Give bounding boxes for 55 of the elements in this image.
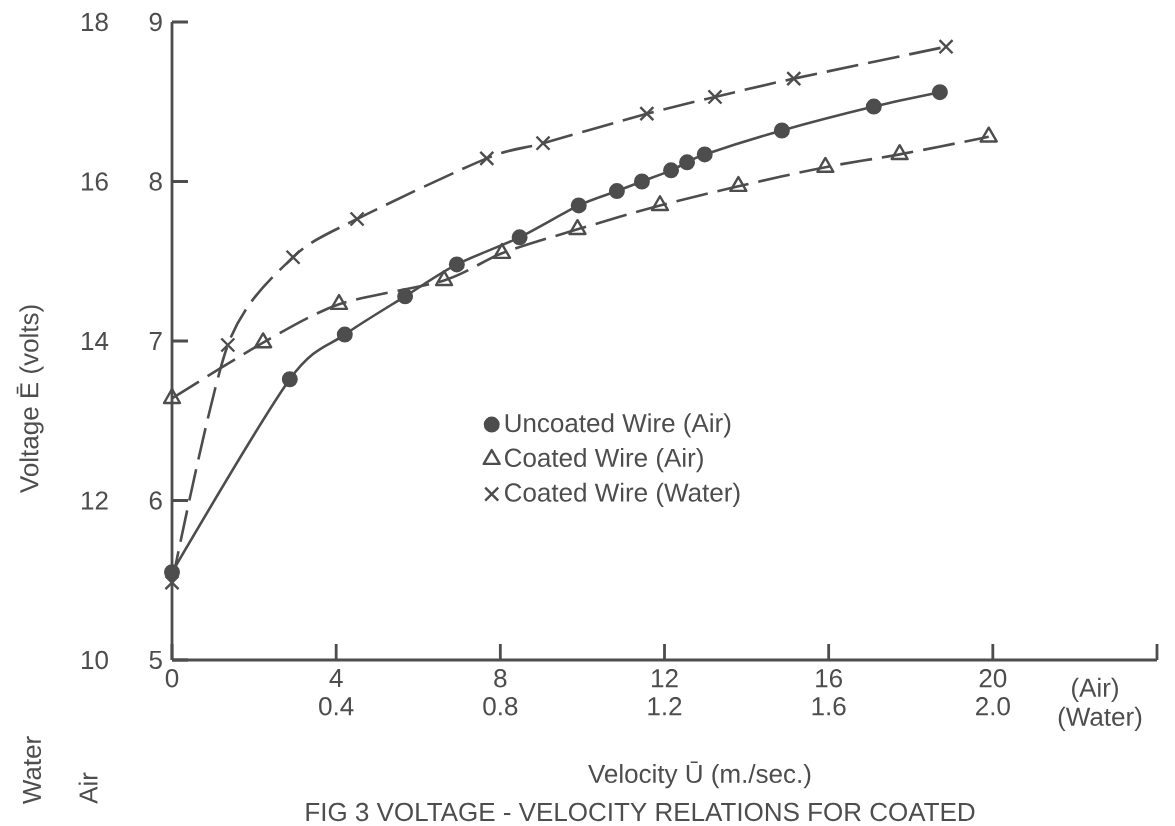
x-tick-label: 20: [979, 669, 1007, 688]
point: [434, 269, 454, 287]
text: Water: [22, 736, 42, 805]
y2-tick-label: 7: [149, 332, 162, 350]
x2-tick-label: 0.8: [483, 697, 518, 716]
legend-label: Uncoated Wire (Air): [505, 413, 731, 438]
x-tick-label: 4: [329, 669, 343, 687]
point: [336, 326, 353, 343]
point: [679, 154, 696, 171]
y2-tick-label: 9: [149, 12, 162, 32]
y-tick-label: 16: [82, 172, 108, 191]
y2-tick-label: 6: [149, 491, 162, 510]
y-tick-label: 12: [82, 491, 108, 510]
point: [253, 332, 273, 349]
point: [568, 218, 587, 236]
point: [931, 84, 948, 101]
x2-tick-label: 0.4: [319, 697, 354, 716]
y-tick-label: 18: [82, 12, 108, 32]
text: Air: [78, 772, 98, 804]
x-tick-label: 16: [816, 669, 842, 688]
point: [650, 195, 670, 212]
y2-tick-label: 8: [149, 172, 162, 191]
x2-tick-label: 2.0: [976, 697, 1010, 716]
point: [492, 242, 512, 260]
point: [729, 175, 748, 193]
legend-label: Coated Wire (Water): [505, 482, 740, 507]
x-tick-label: 0: [165, 669, 179, 688]
point: [633, 173, 650, 190]
text: (Air): [1072, 677, 1118, 703]
point: [663, 162, 680, 179]
text: (Water): [1058, 706, 1142, 732]
y-axis-title: Voltage Ē (volts): [16, 305, 44, 493]
y-tick-label: 14: [82, 332, 109, 350]
point: [329, 293, 349, 311]
point: [890, 143, 909, 161]
point: [696, 146, 713, 163]
point: [448, 256, 465, 273]
x-tick-label: 8: [494, 669, 507, 688]
caption: FIG 3 VOLTAGE - VELOCITY RELATIONS FOR COATED: [306, 802, 975, 822]
x2-tick-label: 1.6: [812, 697, 846, 716]
point: [162, 388, 182, 405]
point: [511, 229, 528, 246]
x2-tick-label: 1.2: [648, 697, 682, 716]
point: [865, 98, 882, 115]
point: [281, 371, 298, 388]
legend-label: Coated Wire (Air): [505, 447, 703, 473]
x-axis-title: Velocity Ū (m./sec.): [588, 761, 811, 789]
point: [773, 122, 790, 139]
point: [397, 288, 414, 305]
y-tick-label: 10: [82, 650, 108, 670]
x-tick-label: 12: [652, 669, 678, 688]
point: [608, 183, 625, 200]
point: [570, 197, 587, 214]
point: [979, 126, 998, 143]
y2-tick-label: 5: [149, 650, 162, 670]
